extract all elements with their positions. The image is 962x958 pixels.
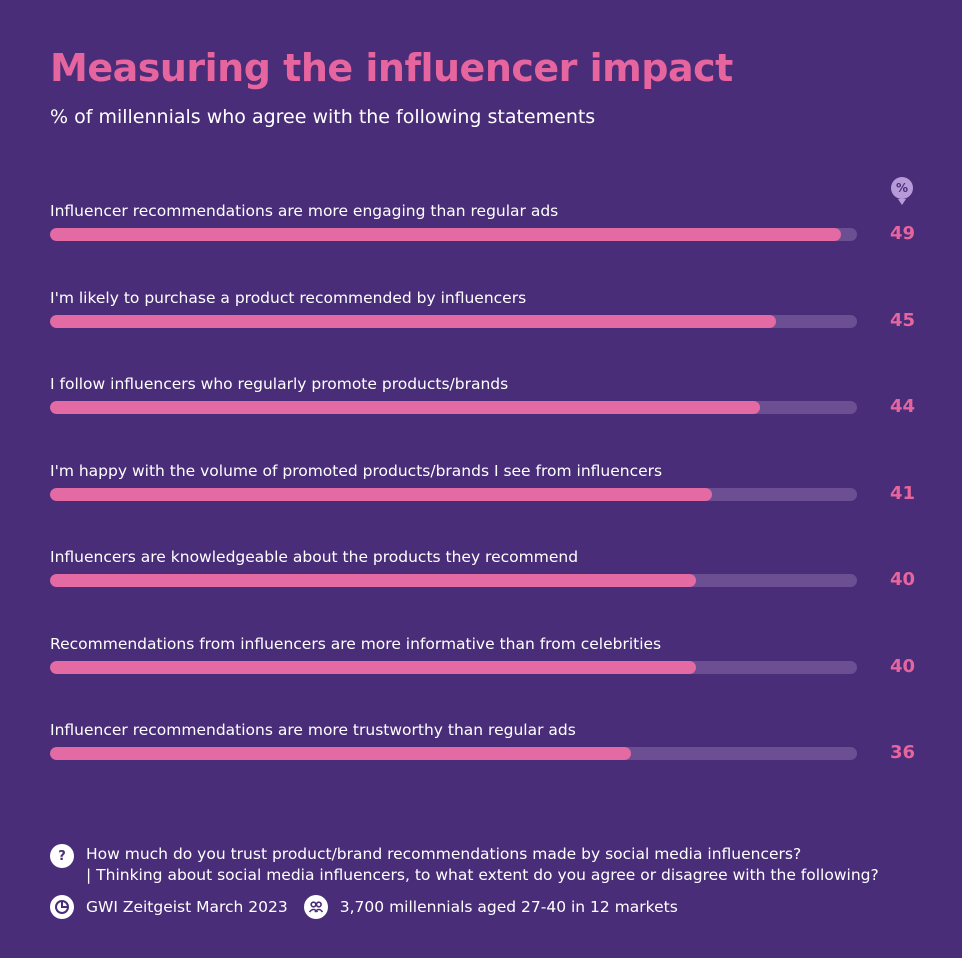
bar-track (50, 314, 857, 328)
chart-subtitle: % of millennials who agree with the foll… (50, 106, 596, 128)
survey-question: ? How much do you trust product/brand re… (50, 844, 879, 886)
value-label: 40 (889, 569, 915, 590)
bar (50, 228, 841, 241)
bar-row: I'm happy with the volume of promoted pr… (50, 462, 920, 522)
bar-row: Recommendations from influencers are mor… (50, 635, 920, 695)
bar (50, 487, 712, 501)
question-line-1: How much do you trust product/brand reco… (86, 845, 802, 863)
category-label: I'm happy with the volume of promoted pr… (50, 461, 663, 480)
question-mark-icon: ? (50, 844, 74, 868)
bar-track (50, 574, 857, 587)
category-label: I follow influencers who regularly promo… (50, 375, 509, 393)
category-label: Influencer recommendations are more enga… (50, 202, 559, 220)
category-label: Influencers are knowledgeable about the … (50, 548, 579, 566)
bar-row: I follow influencers who regularly promo… (50, 375, 920, 435)
category-label: I'm likely to purchase a product recomme… (50, 288, 527, 307)
question-line-2: | Thinking about social media influencer… (86, 866, 879, 884)
value-label: 49 (889, 223, 915, 244)
category-label: Influencer recommendations are more trus… (50, 721, 576, 739)
value-label: 45 (889, 309, 915, 331)
bar-track (50, 747, 857, 760)
bar-track (50, 401, 857, 414)
bar-row: Influencers are knowledgeable about the … (50, 548, 920, 608)
bar-track (50, 487, 857, 501)
bar (50, 660, 696, 674)
bar-row: I'm likely to purchase a product recomme… (50, 289, 920, 349)
bar-track (50, 228, 857, 241)
value-label: 40 (889, 655, 915, 677)
pie-chart-icon (50, 895, 74, 919)
bar (50, 401, 761, 414)
bar-track (50, 660, 857, 674)
source-info: GWI Zeitgeist March 2023 3,700 millennia… (50, 895, 678, 919)
bar (50, 747, 632, 760)
value-label: 44 (889, 396, 915, 417)
bar-row: Influencer recommendations are more enga… (50, 202, 920, 262)
people-icon (303, 895, 328, 919)
source-text: GWI Zeitgeist March 2023 (86, 898, 288, 916)
value-label: 36 (889, 742, 915, 763)
chart-title: Measuring the influencer impact (50, 46, 733, 90)
question-text: How much do you trust product/brand reco… (86, 844, 879, 886)
percent-unit-icon: % (891, 177, 913, 205)
bar-row: Influencer recommendations are more trus… (50, 721, 920, 781)
bar (50, 574, 696, 587)
sample-text: 3,700 millennials aged 27-40 in 12 marke… (339, 898, 678, 916)
category-label: Recommendations from influencers are mor… (50, 634, 662, 653)
value-label: 41 (889, 482, 915, 504)
bar (50, 314, 777, 328)
